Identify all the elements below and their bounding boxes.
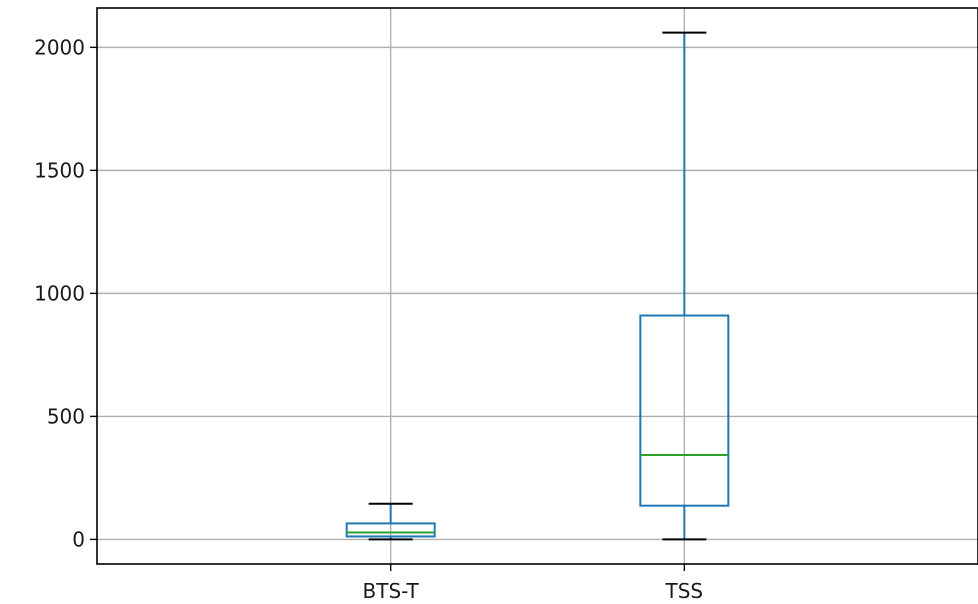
x-tick-label: BTS-T: [363, 579, 420, 603]
box-iqr: [639, 314, 730, 507]
box-iqr: [345, 522, 436, 538]
y-tick-label: 1500: [34, 158, 85, 182]
y-tick-label: 500: [47, 404, 85, 428]
y-tick-label: 0: [72, 527, 85, 551]
axis-ticks: 0 500 1000 1500 2000 BTS-T TSS: [34, 35, 703, 603]
plot-frame: [96, 7, 978, 565]
y-tick-label: 1000: [34, 281, 85, 305]
box-series: [345, 31, 730, 541]
grid-lines: [97, 8, 978, 564]
x-tick-label: TSS: [665, 579, 704, 603]
y-tick-label: 2000: [34, 35, 85, 59]
